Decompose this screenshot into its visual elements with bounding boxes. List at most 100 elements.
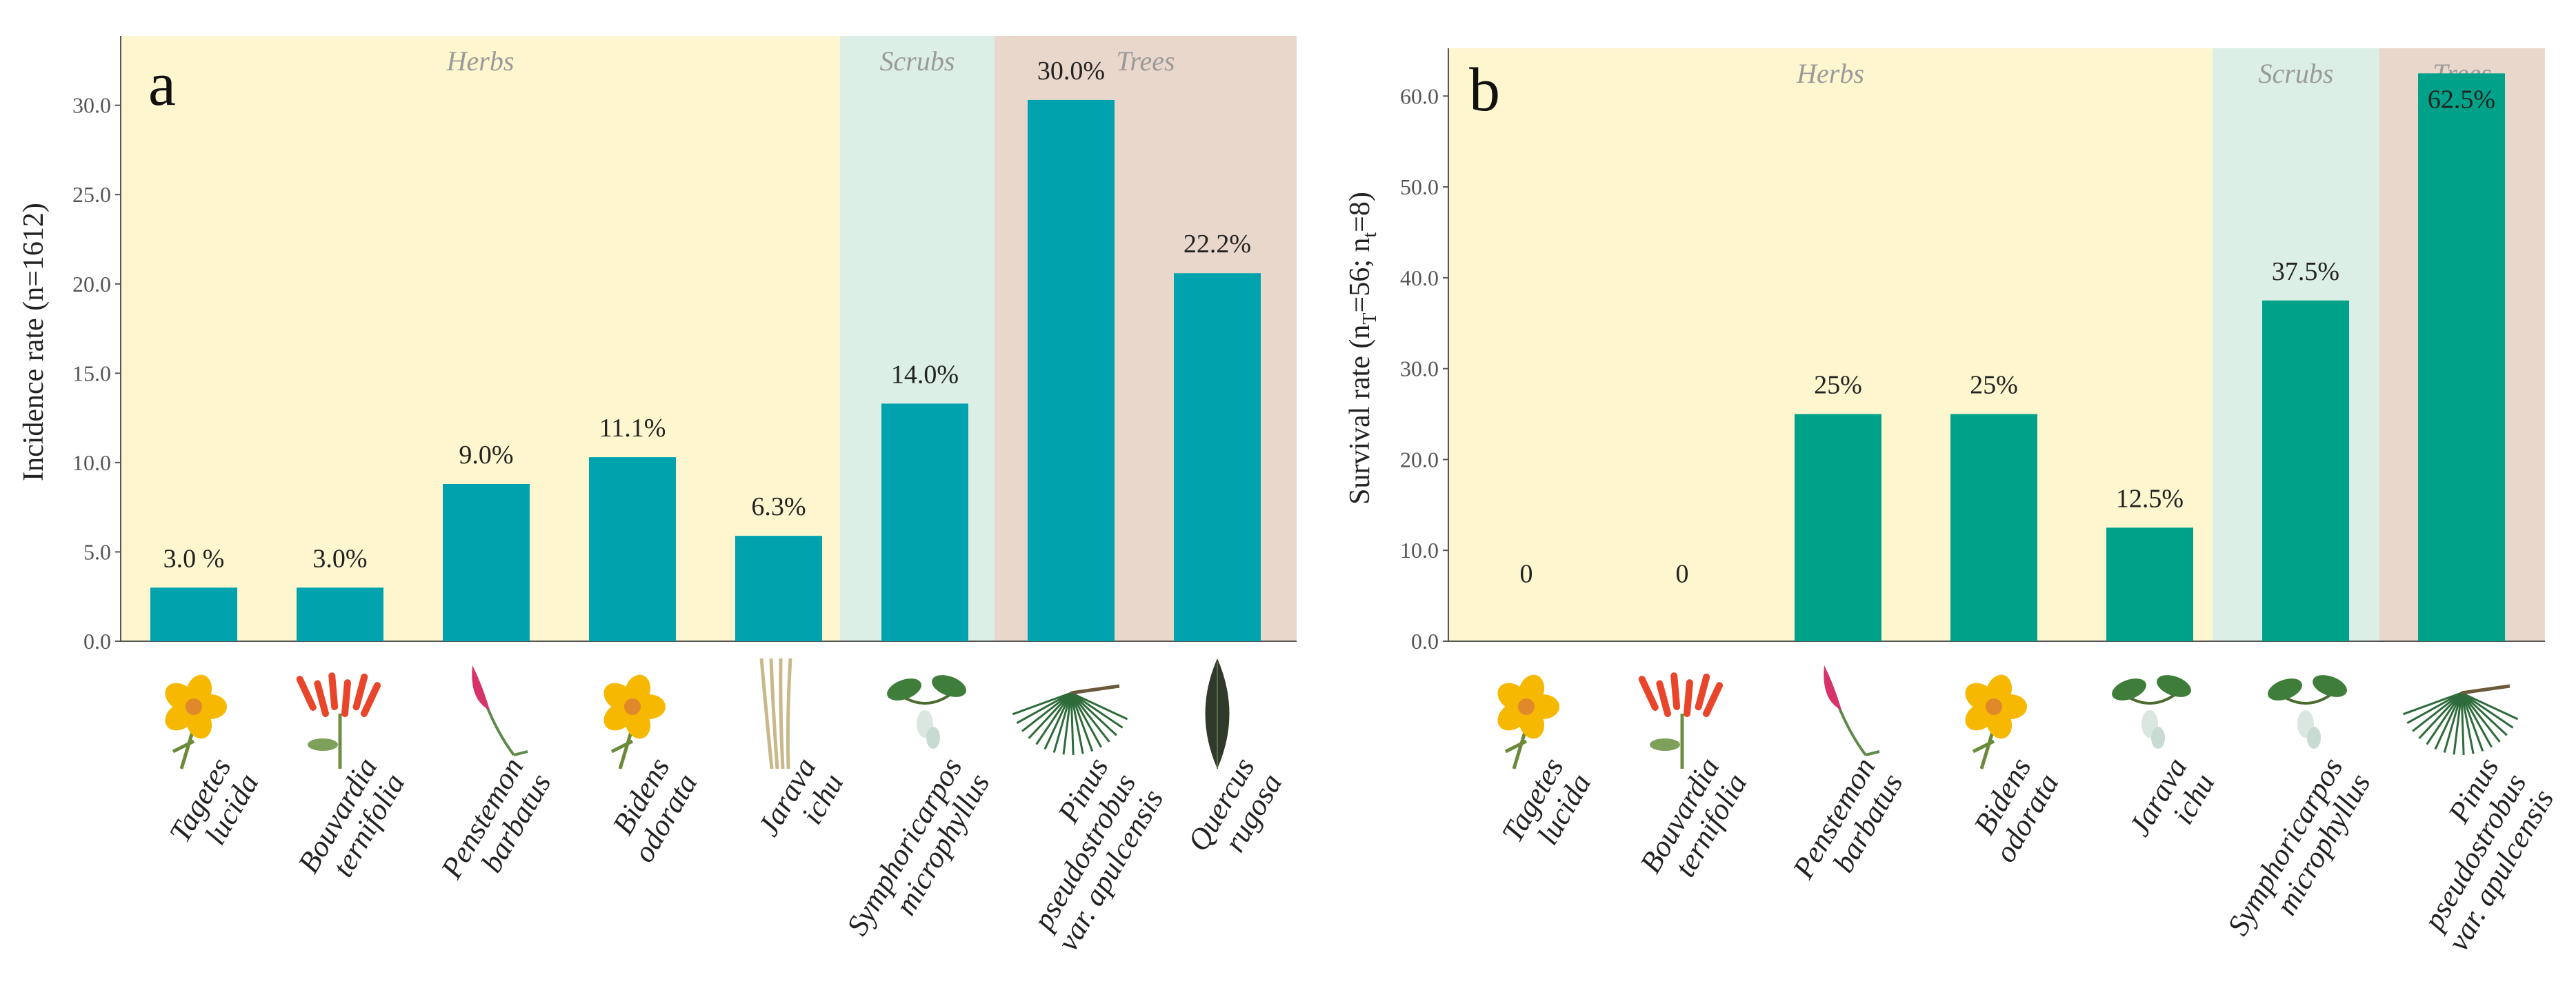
needle bbox=[1052, 692, 1072, 753]
dark-leaf-icon bbox=[1205, 658, 1230, 769]
bar-data-label: 30.0% bbox=[1037, 57, 1105, 85]
species-label: Quercusrugosa bbox=[1181, 752, 1288, 873]
needle bbox=[1044, 692, 1072, 750]
needle bbox=[1070, 692, 1084, 754]
needle bbox=[1035, 692, 1072, 745]
petal bbox=[472, 665, 490, 710]
y-tick-label: 5.0 bbox=[83, 539, 111, 564]
y-tick-label: 50.0 bbox=[1400, 174, 1439, 199]
needle bbox=[2460, 692, 2493, 748]
needle bbox=[2461, 692, 2514, 729]
needle bbox=[2426, 692, 2463, 745]
panel-a: Herbs Scrubs Trees 0.0 5.0 10.0 15.0 20.0 25.0 30… bbox=[18, 36, 1297, 957]
panel-letter: a bbox=[148, 50, 176, 119]
bar bbox=[2106, 527, 2193, 641]
group-label-scrubs: Scrubs bbox=[2259, 58, 2334, 89]
stem bbox=[478, 685, 528, 756]
flower-bud bbox=[926, 727, 940, 749]
flower-bud bbox=[2151, 727, 2165, 749]
species-label: Pinuspseudostrobusvar. apulcensis bbox=[995, 752, 1170, 957]
tube bbox=[1695, 673, 1710, 711]
species-label: Bouvardiaternifolia bbox=[1633, 752, 1753, 895]
y-tick-label: 30.0 bbox=[72, 93, 111, 118]
bar-data-label: 11.1% bbox=[599, 414, 666, 443]
species-label: Penstemonbarbatus bbox=[1786, 752, 1909, 901]
needle bbox=[1016, 692, 1072, 724]
bar-data-label: 0 bbox=[1520, 559, 1533, 588]
needle bbox=[1028, 692, 1072, 739]
y-tick-label: 60.0 bbox=[1400, 83, 1439, 108]
grass-blade bbox=[786, 658, 792, 769]
flower-center bbox=[186, 698, 202, 715]
pine-branch-icon bbox=[1012, 684, 1128, 755]
red-tubular-flower-icon bbox=[1638, 672, 1724, 769]
grass-icon bbox=[759, 658, 792, 769]
y-axis-title: Survival rate (nT=56; nt=8) bbox=[1344, 192, 1381, 505]
group-label-herbs: Herbs bbox=[446, 46, 515, 77]
bar bbox=[589, 457, 676, 641]
needle bbox=[2434, 692, 2463, 750]
y-axis-title-part: =56; n bbox=[1344, 238, 1376, 313]
bar-data-label: 0 bbox=[1676, 559, 1689, 588]
stem bbox=[610, 727, 635, 769]
species-label: Tageteslucida bbox=[163, 752, 266, 865]
y-tick-label: 10.0 bbox=[72, 450, 111, 475]
needle bbox=[2418, 692, 2463, 739]
y-tick-label: 25.0 bbox=[72, 182, 111, 207]
bar-data-label: 37.5% bbox=[2272, 257, 2339, 286]
leaf bbox=[308, 738, 338, 751]
needle bbox=[1070, 692, 1075, 755]
grass-blade bbox=[759, 658, 774, 769]
needle bbox=[1012, 692, 1072, 716]
needle bbox=[2443, 692, 2463, 753]
needle bbox=[2406, 692, 2462, 724]
leafy-sprig-icon bbox=[2268, 675, 2347, 749]
pine-branch-icon bbox=[2402, 684, 2519, 755]
leaf bbox=[2313, 675, 2347, 697]
group-label-herbs: Herbs bbox=[1796, 58, 1864, 89]
bar-data-label: 6.3% bbox=[751, 492, 806, 521]
yellow-flower-icon bbox=[1965, 674, 2027, 769]
tube bbox=[328, 672, 339, 711]
needle bbox=[2412, 692, 2462, 732]
needle bbox=[2460, 692, 2465, 755]
y-tick-label: 0.0 bbox=[1411, 629, 1439, 654]
red-tubular-flower-icon bbox=[296, 672, 381, 769]
bar bbox=[2262, 300, 2349, 641]
y-tick-label: 20.0 bbox=[1400, 447, 1439, 472]
needle bbox=[1062, 692, 1072, 755]
species-label: Tageteslucida bbox=[1495, 752, 1598, 865]
yellow-flower-icon bbox=[165, 674, 227, 769]
bar bbox=[1795, 414, 1881, 641]
tube bbox=[1638, 676, 1659, 711]
species-label: Symphoricarposmicrophyllus bbox=[840, 752, 996, 957]
needle bbox=[2461, 692, 2519, 721]
species-label: Jaravaichu bbox=[2122, 752, 2221, 858]
needle bbox=[2460, 692, 2475, 754]
yellow-flower-icon bbox=[603, 674, 666, 769]
bar-data-label: 9.0% bbox=[459, 441, 513, 470]
y-axis-title-part: Survival rate (n bbox=[1344, 325, 1376, 505]
leaf bbox=[2112, 678, 2146, 701]
group-label-scrubs: Scrubs bbox=[880, 46, 955, 77]
needle bbox=[2402, 692, 2462, 716]
bar bbox=[735, 536, 822, 641]
species-label: Jaravaichu bbox=[751, 752, 850, 858]
y-tick-label: 10.0 bbox=[1400, 538, 1439, 563]
needle bbox=[1070, 692, 1110, 743]
y-axis-title-subscript: t bbox=[1359, 232, 1381, 238]
grass-blade bbox=[769, 658, 779, 769]
bar-data-label: 62.5% bbox=[2428, 85, 2495, 114]
species-label: Pinuspseudostrobusvar. apulcensis bbox=[2386, 752, 2560, 957]
bar-data-label: 3.0 % bbox=[163, 544, 225, 573]
species-label: Bidensodorata bbox=[599, 752, 704, 868]
stem bbox=[172, 727, 196, 769]
leaf bbox=[932, 675, 966, 697]
species-label: Bidensodorata bbox=[1961, 752, 2066, 868]
bar-data-label: 25% bbox=[1814, 371, 1862, 400]
petal bbox=[1824, 665, 1841, 710]
group-label-trees: Trees bbox=[1116, 46, 1175, 77]
leafy-sprig-icon bbox=[2112, 675, 2191, 749]
needle bbox=[2460, 692, 2484, 752]
